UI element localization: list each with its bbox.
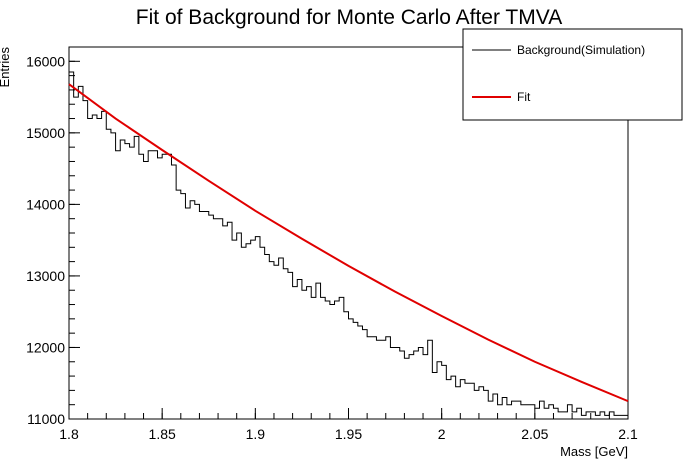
series-layer <box>68 71 629 416</box>
y-tick-label: 16000 <box>26 53 65 69</box>
y-tick-label: 15000 <box>26 125 65 141</box>
x-tick-label: 1.8 <box>59 426 79 442</box>
y-tick-label: 12000 <box>26 339 65 355</box>
y-tick-label: 11000 <box>27 411 65 427</box>
y-tick-label: 14000 <box>26 196 65 212</box>
y-tick-label: 13000 <box>26 268 65 284</box>
legend: Background(Simulation) Fit <box>462 28 683 121</box>
x-tick-label: 1.9 <box>246 426 266 442</box>
x-tick-label: 1.85 <box>149 426 176 442</box>
legend-label-background: Background(Simulation) <box>517 43 645 57</box>
y-axis-title: Entries <box>0 47 12 88</box>
x-tick-label: 2.05 <box>521 426 548 442</box>
series-background-histogram <box>69 71 628 416</box>
chart-title: Fit of Background for Monte Carlo After … <box>136 6 562 29</box>
x-tick-label: 1.95 <box>335 426 362 442</box>
x-axis-title: Mass [GeV] <box>560 444 628 459</box>
legend-box <box>462 28 683 121</box>
series-fit-line <box>68 83 629 403</box>
x-tick-label: 2.1 <box>618 426 638 442</box>
x-axis: 1.8 1.85 1.9 1.95 2 2.05 2.1 <box>59 408 638 442</box>
legend-label-fit: Fit <box>517 90 531 104</box>
x-tick-label: 2 <box>438 426 446 442</box>
y-axis: 11000 12000 13000 14000 15000 16000 <box>26 46 80 427</box>
